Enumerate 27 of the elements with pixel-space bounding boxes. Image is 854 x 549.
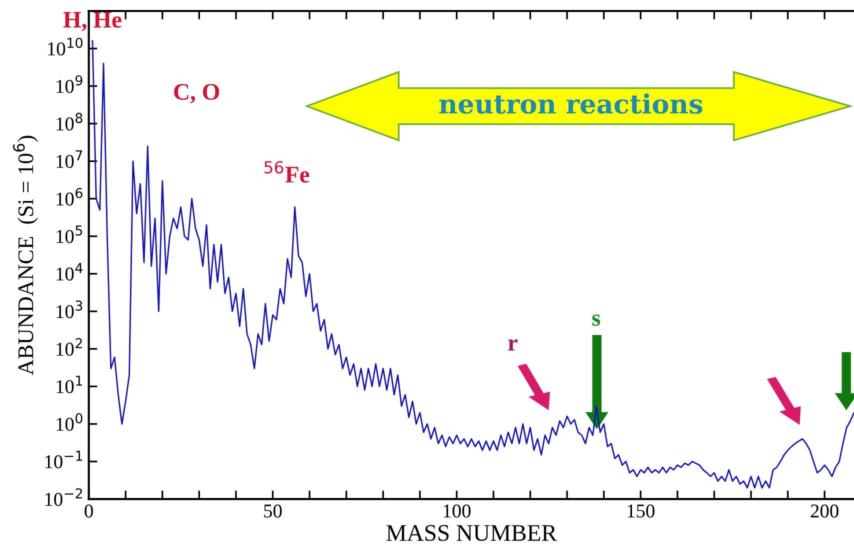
annotation: C, O: [174, 84, 220, 104]
y-tick-label: 10$^{6}$: [56, 188, 82, 206]
x-tick-label: 100: [444, 504, 471, 518]
y-tick-label: 10$^{−1}$: [45, 450, 82, 468]
y-tick-label: 10$^{0}$: [56, 413, 82, 431]
x-tick-label: 150: [628, 504, 654, 518]
y-axis-title: ABUNDANCE (Si = 10$^{6}$): [13, 136, 38, 376]
annotation: s: [592, 314, 600, 326]
annotation: r: [508, 339, 518, 350]
y-tick-label: 10$^{5}$: [56, 226, 82, 244]
annotation: H, He: [63, 12, 122, 32]
y-tick-label: 10$^{8}$: [56, 112, 82, 131]
x-tick-label: 50: [264, 504, 282, 518]
y-tick-label: 10$^{2}$: [56, 338, 82, 356]
y-tick-label: 10$^{4}$: [56, 263, 83, 281]
y-tick-label: 10$^{3}$: [56, 300, 82, 318]
x-axis-title: MASS NUMBER: [386, 525, 557, 541]
y-tick-label: 10$^{1}$: [56, 376, 82, 394]
y-tick-label: 10$^{7}$: [56, 150, 82, 168]
line-series: [92, 40, 854, 488]
y-tick-label: 10$^{9}$: [56, 75, 82, 93]
annotation: $^{56}$Fe: [264, 161, 310, 183]
x-tick-label: 0: [84, 504, 93, 518]
y-tick-label: 10$^{−2}$: [45, 488, 82, 506]
x-tick-label: 200: [810, 504, 838, 518]
y-tick-label: 10$^{10}$: [48, 38, 82, 56]
annotation: neutron reactions: [439, 93, 702, 114]
